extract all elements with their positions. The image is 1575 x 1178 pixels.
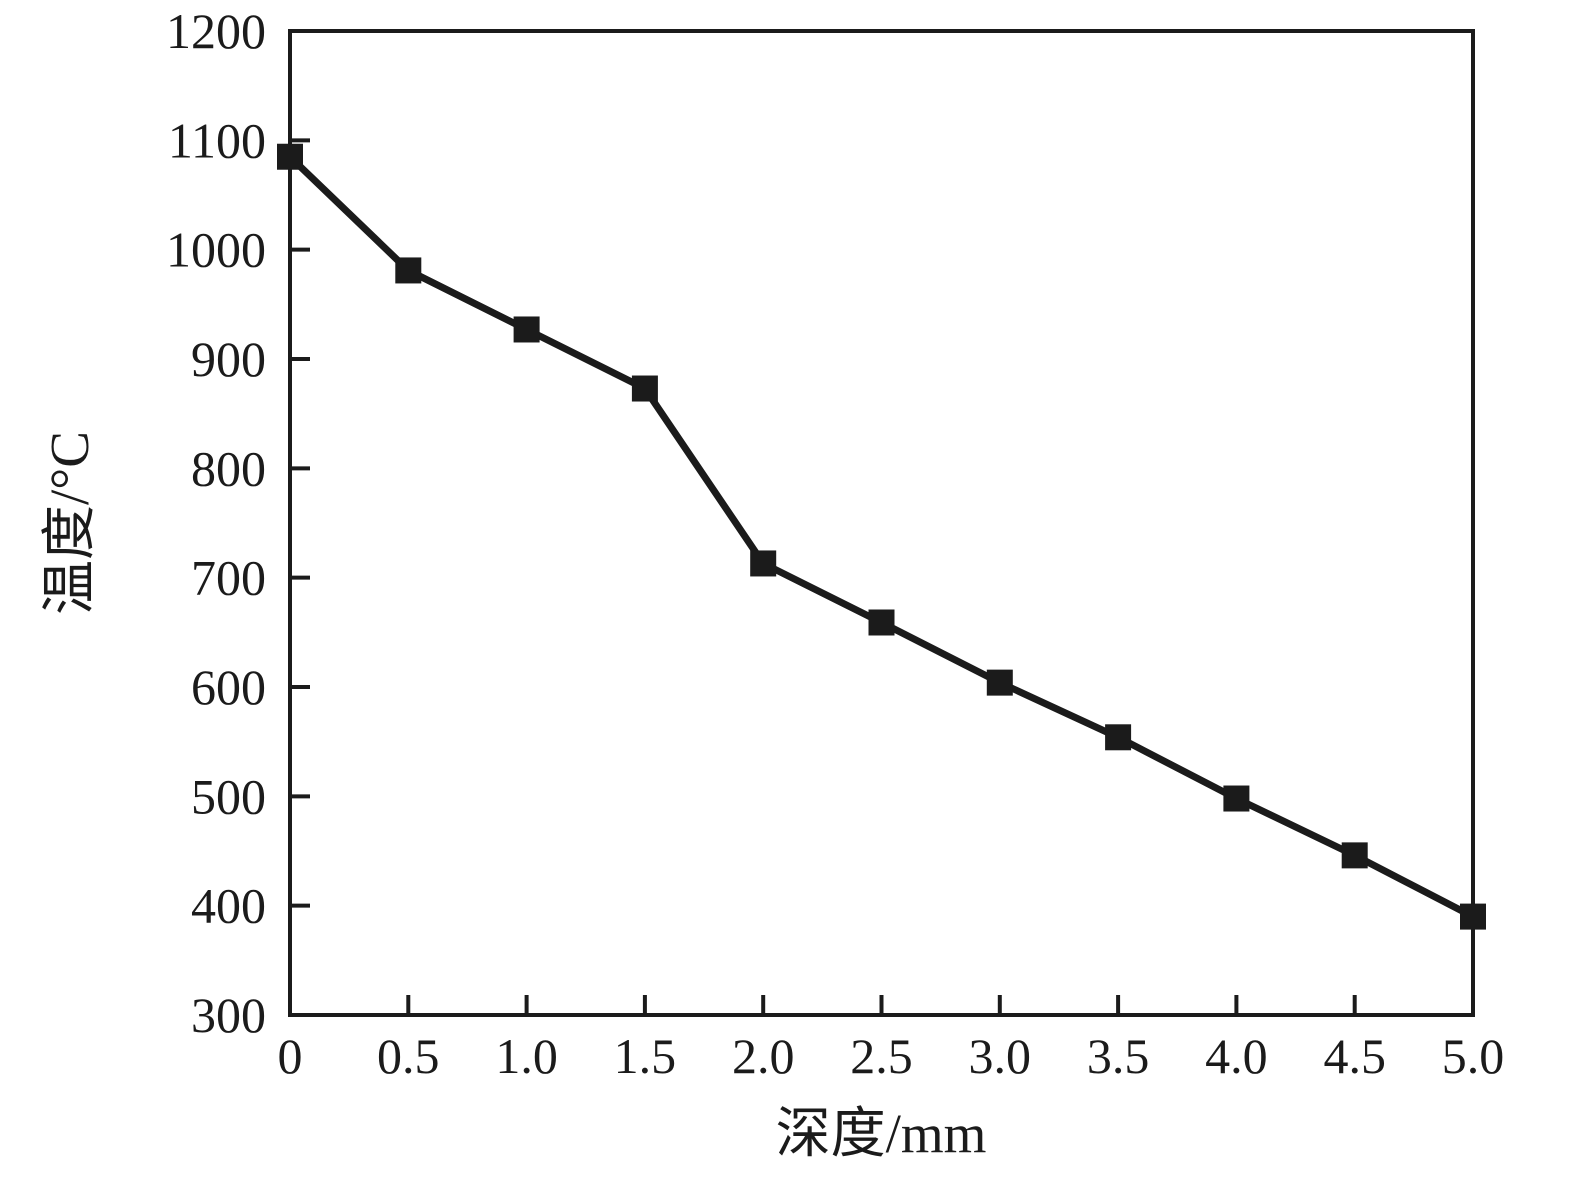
data-point-marker: [1223, 785, 1250, 812]
data-point-marker: [631, 375, 658, 402]
y-tick-label: 500: [191, 768, 266, 824]
y-tick-label: 300: [191, 987, 266, 1043]
x-tick-label: 3.5: [1087, 1028, 1150, 1084]
data-point-marker: [868, 609, 895, 636]
y-tick-label: 700: [191, 550, 266, 606]
x-tick-label: 4.0: [1205, 1028, 1268, 1084]
x-axis-title: 深度/mm: [776, 1103, 987, 1164]
x-tick-label: 1.0: [495, 1028, 558, 1084]
data-point-marker: [395, 257, 422, 284]
x-tick-label: 3.0: [969, 1028, 1032, 1084]
y-tick-label: 1200: [166, 3, 266, 59]
y-tick-label: 1000: [166, 222, 266, 278]
data-point-marker: [513, 316, 540, 343]
x-tick-label: 2.0: [732, 1028, 795, 1084]
data-point-marker: [1341, 842, 1368, 869]
x-tick-label: 0.5: [377, 1028, 440, 1084]
x-tick-label: 5.0: [1442, 1028, 1505, 1084]
x-tick-label: 2.5: [850, 1028, 913, 1084]
y-tick-label: 600: [191, 659, 266, 715]
data-line: [287, 154, 1475, 920]
x-tick-label: 0: [278, 1028, 303, 1084]
y-tick-label: 900: [191, 331, 266, 387]
data-point-marker: [277, 143, 303, 170]
plot-frame: [288, 29, 1475, 1017]
y-tick-label: 800: [191, 440, 266, 496]
y-tick-label: 1100: [168, 112, 266, 168]
data-point-marker: [1460, 903, 1486, 930]
y-tick-label: 400: [191, 878, 266, 934]
data-point-marker: [1105, 724, 1132, 751]
plot-area: 300 400 500 600 700 800 900 1000 1100 1200 0 0.5 1.0…: [166, 3, 1504, 1084]
data-point-marker: [750, 550, 777, 577]
x-tick-label: 4.5: [1323, 1028, 1386, 1084]
y-axis-title: 温度/°C: [39, 431, 100, 615]
x-tick-label: 1.5: [614, 1028, 677, 1084]
data-point-marker: [986, 669, 1013, 696]
